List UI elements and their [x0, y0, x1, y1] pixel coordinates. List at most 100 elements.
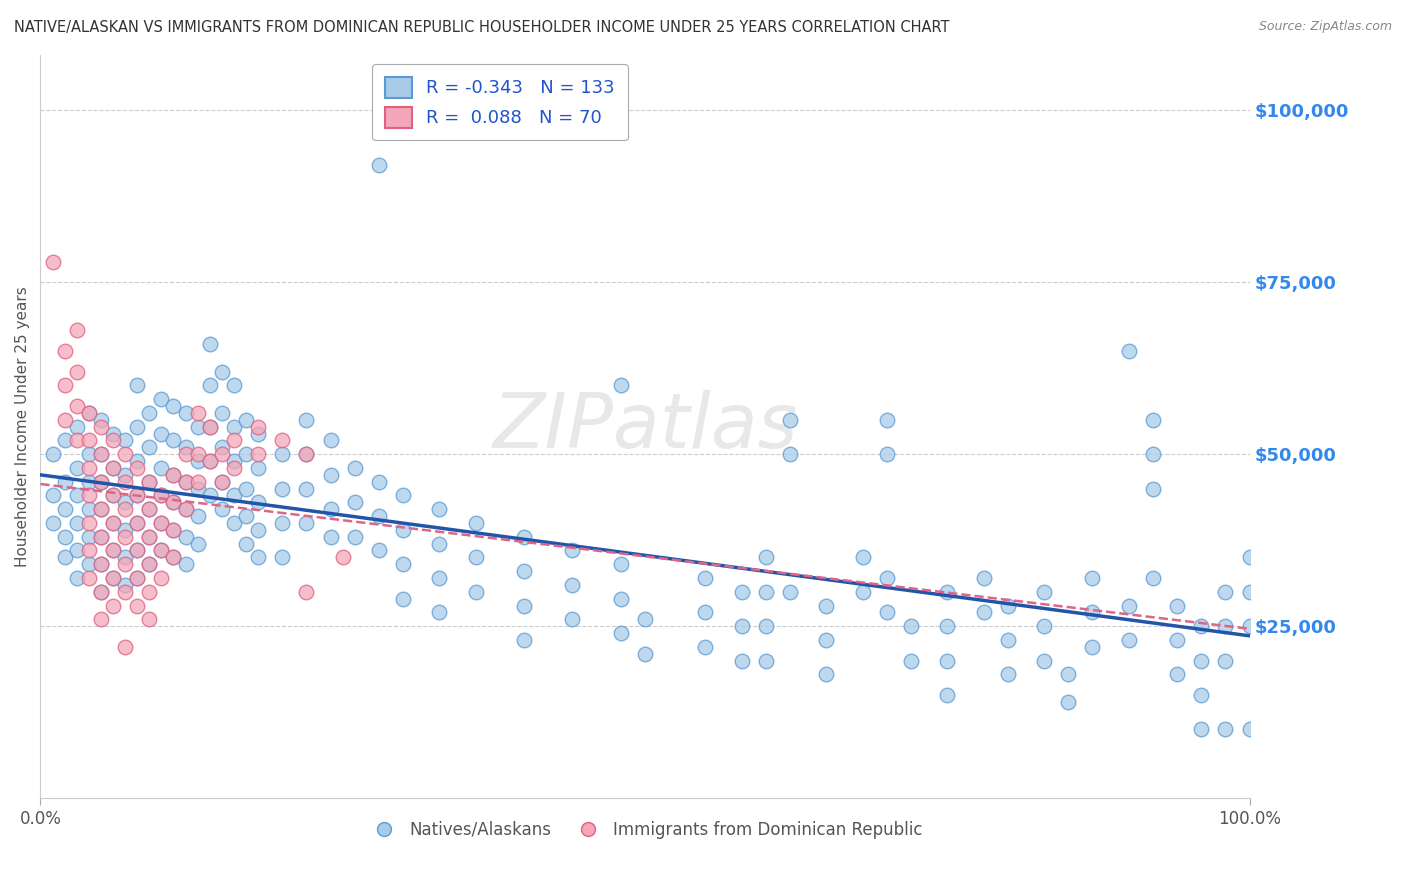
Point [101, 461, 124, 475]
Point [936, 688, 959, 702]
Point [271, 447, 294, 461]
Point [162, 495, 184, 509]
Point [198, 419, 221, 434]
Point [53, 530, 76, 544]
Point [174, 530, 197, 544]
Point [1081, 606, 1104, 620]
Point [138, 475, 160, 489]
Point [222, 488, 245, 502]
Point [101, 434, 124, 448]
Point [114, 640, 136, 654]
Point [295, 516, 318, 530]
Point [41, 254, 63, 268]
Point [150, 461, 173, 475]
Point [90, 419, 112, 434]
Point [66, 461, 89, 475]
Point [174, 475, 197, 489]
Point [247, 426, 270, 441]
Point [150, 571, 173, 585]
Point [114, 475, 136, 489]
Point [997, 632, 1019, 647]
Point [755, 584, 778, 599]
Point [1142, 413, 1164, 427]
Point [174, 475, 197, 489]
Point [1166, 599, 1188, 613]
Point [127, 516, 149, 530]
Point [295, 447, 318, 461]
Point [162, 495, 184, 509]
Text: NATIVE/ALASKAN VS IMMIGRANTS FROM DOMINICAN REPUBLIC HOUSEHOLDER INCOME UNDER 25: NATIVE/ALASKAN VS IMMIGRANTS FROM DOMINI… [14, 20, 949, 35]
Point [1057, 667, 1080, 681]
Point [66, 571, 89, 585]
Point [150, 516, 173, 530]
Point [66, 365, 89, 379]
Point [53, 434, 76, 448]
Point [1166, 667, 1188, 681]
Point [876, 413, 898, 427]
Point [101, 599, 124, 613]
Point [53, 413, 76, 427]
Point [561, 578, 583, 592]
Point [127, 516, 149, 530]
Point [610, 591, 633, 606]
Point [90, 530, 112, 544]
Point [138, 475, 160, 489]
Point [731, 584, 754, 599]
Point [634, 612, 657, 626]
Point [174, 558, 197, 572]
Point [1189, 688, 1212, 702]
Point [162, 550, 184, 565]
Point [295, 482, 318, 496]
Point [198, 378, 221, 392]
Point [138, 502, 160, 516]
Point [1239, 619, 1261, 633]
Point [187, 406, 209, 420]
Point [1215, 619, 1237, 633]
Point [187, 536, 209, 550]
Point [174, 447, 197, 461]
Point [973, 571, 995, 585]
Point [150, 426, 173, 441]
Point [852, 550, 875, 565]
Point [755, 550, 778, 565]
Point [271, 482, 294, 496]
Point [41, 516, 63, 530]
Point [429, 571, 451, 585]
Point [114, 550, 136, 565]
Point [1189, 654, 1212, 668]
Point [138, 502, 160, 516]
Point [513, 564, 536, 578]
Point [66, 488, 89, 502]
Point [997, 667, 1019, 681]
Point [114, 434, 136, 448]
Point [162, 399, 184, 413]
Point [222, 434, 245, 448]
Point [235, 482, 257, 496]
Point [332, 550, 354, 565]
Point [114, 558, 136, 572]
Point [1033, 584, 1056, 599]
Point [319, 467, 342, 482]
Point [90, 530, 112, 544]
Point [1239, 550, 1261, 565]
Legend: Natives/Alaskans, Immigrants from Dominican Republic: Natives/Alaskans, Immigrants from Domini… [361, 814, 929, 846]
Point [127, 571, 149, 585]
Point [114, 584, 136, 599]
Point [77, 543, 100, 558]
Point [271, 550, 294, 565]
Point [247, 461, 270, 475]
Point [695, 640, 717, 654]
Point [90, 502, 112, 516]
Point [222, 516, 245, 530]
Point [198, 337, 221, 351]
Point [211, 365, 233, 379]
Point [101, 571, 124, 585]
Point [610, 558, 633, 572]
Point [561, 612, 583, 626]
Point [101, 516, 124, 530]
Point [392, 558, 415, 572]
Point [162, 434, 184, 448]
Point [1215, 584, 1237, 599]
Point [271, 434, 294, 448]
Point [973, 606, 995, 620]
